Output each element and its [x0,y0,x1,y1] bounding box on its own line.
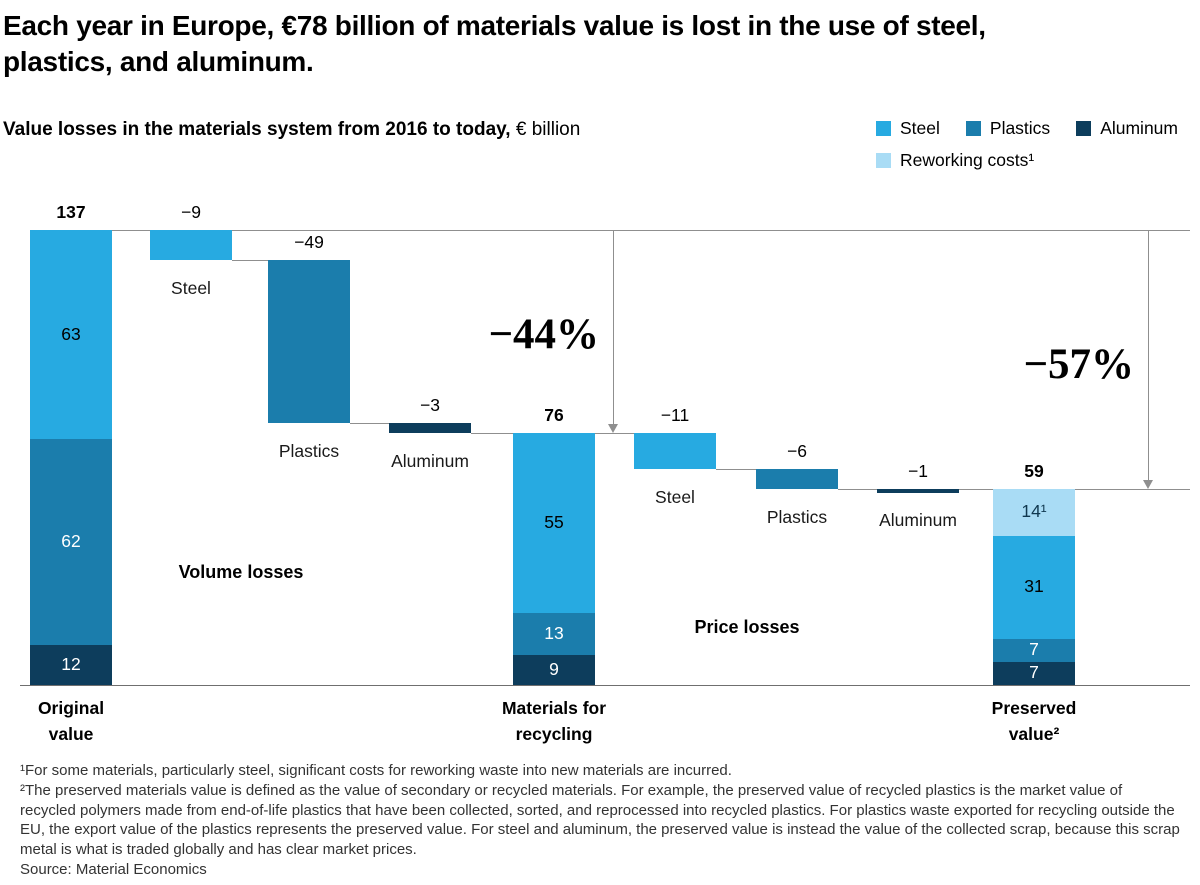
category-label-line: value² [1008,724,1060,744]
bar-segment-steel [993,535,1075,639]
zone-label: Volume losses [178,562,304,582]
percent-annotation: −44% [488,311,599,358]
legend-item: Plastics [965,118,1051,139]
segment-value-label: 14¹ [1021,501,1047,522]
page-title: Each year in Europe, €78 billion of mate… [3,10,986,77]
reference-line [112,230,1190,231]
legend-label: Plastics [989,118,1051,138]
connector-line [471,432,513,434]
percent-annotation: −57% [1023,341,1134,388]
legend-swatch-icon [965,121,981,136]
bar-segment-steel [30,230,112,440]
bar-segment-plastics [993,638,1075,662]
footnote-1: ¹For some materials, particularly steel,… [20,762,732,779]
bar-segment-aluminum [30,645,112,685]
footnote-2: ²The preserved materials value is define… [20,781,1180,859]
subtitle-unit-text: € billion [510,119,581,140]
category-label-line: recycling [515,724,593,744]
delta-value-label: −49 [294,231,324,252]
segment-value-label: 12 [61,654,81,675]
category-label-line: Original [37,698,105,718]
segment-value-label: 13 [544,623,564,644]
connector-line [595,432,634,434]
connector-line [350,422,389,424]
chart-legend: Steel Plastics Aluminum Reworking costs¹ [876,118,1178,171]
annotation-arrow-line [613,230,614,426]
bar-segment-aluminum [993,661,1075,685]
waterfall-chart: 12 62 63 137 −9 Steel −49 Plastics −3 Aluminum 9 13… [0,190,1200,755]
legend-swatch-icon [876,153,891,168]
segment-value-label: 9 [549,659,559,680]
bar-segment-aluminum [513,655,595,685]
bar-segment-steel [513,432,595,613]
delta-value-label: −1 [908,461,928,482]
annotation-arrow-line [1148,230,1149,483]
category-label-line: Materials for [501,698,607,718]
category-label-line: Preserved [991,698,1077,718]
segment-value-label: 62 [61,531,81,552]
legend-label: Reworking costs¹ [900,150,1035,170]
category-label: Preserved value² [924,695,1144,747]
annotation-arrowhead-icon [608,423,618,433]
source-line: Source: Material Economics [20,860,207,878]
reference-line [1075,489,1190,491]
delta-bar-steel [634,432,716,470]
delta-bar-steel [150,230,232,260]
legend-item: Reworking costs¹ [876,150,1034,171]
connector-line [716,469,756,471]
legend-label: Aluminum [1100,118,1178,138]
bar-segment-plastics [513,612,595,656]
delta-value-label: −6 [787,441,807,462]
segment-value-label: 7 [1029,639,1039,660]
connector-line [232,259,268,261]
delta-material-label: Plastics [766,507,828,528]
delta-value-label: −9 [181,202,201,222]
category-label: Materials for recycling [444,695,664,747]
category-label: Original value [0,695,181,747]
segment-value-label: 63 [61,323,81,344]
delta-material-label: Plastics [278,440,340,461]
segment-value-label: 7 [1029,662,1039,683]
bar-segment-plastics [30,439,112,646]
connector-line [959,489,993,491]
segment-value-label: 31 [1024,576,1044,597]
segment-value-label: 55 [544,511,564,532]
delta-bar-aluminum [877,489,959,493]
total-value-label: 76 [544,404,564,425]
legend-item: Aluminum [1076,118,1178,139]
chart-subtitle: Value losses in the materials system fro… [3,119,580,141]
delta-bar-plastics [268,259,350,423]
legend-row: Reworking costs¹ [876,150,1178,171]
total-value-label: 137 [56,202,86,222]
annotation-arrowhead-icon [1143,480,1153,490]
delta-material-label: Steel [171,277,211,298]
footnotes: ¹For some materials, particularly steel,… [20,761,1180,880]
delta-bar-aluminum [389,422,471,433]
legend-row: Steel Plastics Aluminum [876,118,1178,139]
total-value-label: 59 [1024,461,1044,482]
delta-value-label: −3 [420,394,440,415]
delta-material-label: Aluminum [879,510,957,531]
delta-bar-plastics [756,469,838,490]
subtitle-bold-text: Value losses in the materials system fro… [3,119,511,140]
legend-item: Steel [876,118,940,139]
delta-value-label: −11 [660,404,690,425]
legend-label: Steel [900,118,940,138]
bar-segment-reworking-costs [993,489,1075,536]
category-label-line: value [48,724,94,744]
legend-swatch-icon [876,121,891,136]
legend-swatch-icon [1076,121,1092,136]
connector-line [838,489,877,491]
delta-material-label: Steel [655,487,695,508]
delta-material-label: Aluminum [391,450,469,471]
x-axis-line [20,685,1190,686]
connector-line [112,230,150,231]
zone-label: Price losses [694,617,800,637]
